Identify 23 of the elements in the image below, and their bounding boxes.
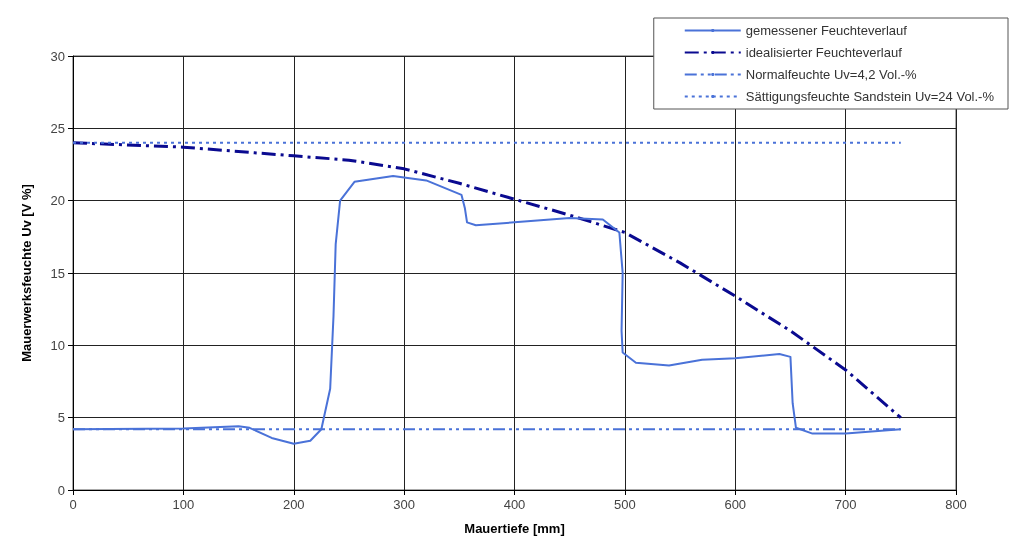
y-tick-label: 15 xyxy=(50,265,65,281)
x-tick-label: 800 xyxy=(945,497,967,512)
x-axis-title: Mauertiefe [mm] xyxy=(464,521,565,536)
x-tick-label: 300 xyxy=(393,497,415,512)
y-tick-label: 0 xyxy=(57,482,65,498)
x-tick-label: 700 xyxy=(834,497,857,512)
y-tick-label: 25 xyxy=(50,120,65,136)
x-tick-label: 200 xyxy=(282,497,305,512)
y-tick-label: 5 xyxy=(57,410,65,426)
y-tick-label: 30 xyxy=(50,48,65,64)
legend-label: gemessener Feuchteverlauf xyxy=(745,23,908,38)
x-tick-label: 0 xyxy=(69,497,77,512)
line-series xyxy=(71,141,903,420)
legend-label: idealisierter Feuchteverlauf xyxy=(745,45,903,60)
y-axis-title: Mauerwerksfeuchte Uv [V %] xyxy=(19,184,34,362)
x-tick-label: 500 xyxy=(614,497,636,512)
y-tick-label: 10 xyxy=(50,337,65,353)
x-tick-label: 100 xyxy=(172,497,195,512)
x-tick-label: 400 xyxy=(503,497,526,512)
y-tick-label: 20 xyxy=(50,193,65,209)
x-tick-label: 600 xyxy=(724,497,747,512)
legend-label: Sättigungsfeuchte Sandstein Uv=24 Vol.-% xyxy=(745,89,995,104)
legend-label: Normalfeuchte Uv=4,2 Vol.-% xyxy=(745,67,918,82)
